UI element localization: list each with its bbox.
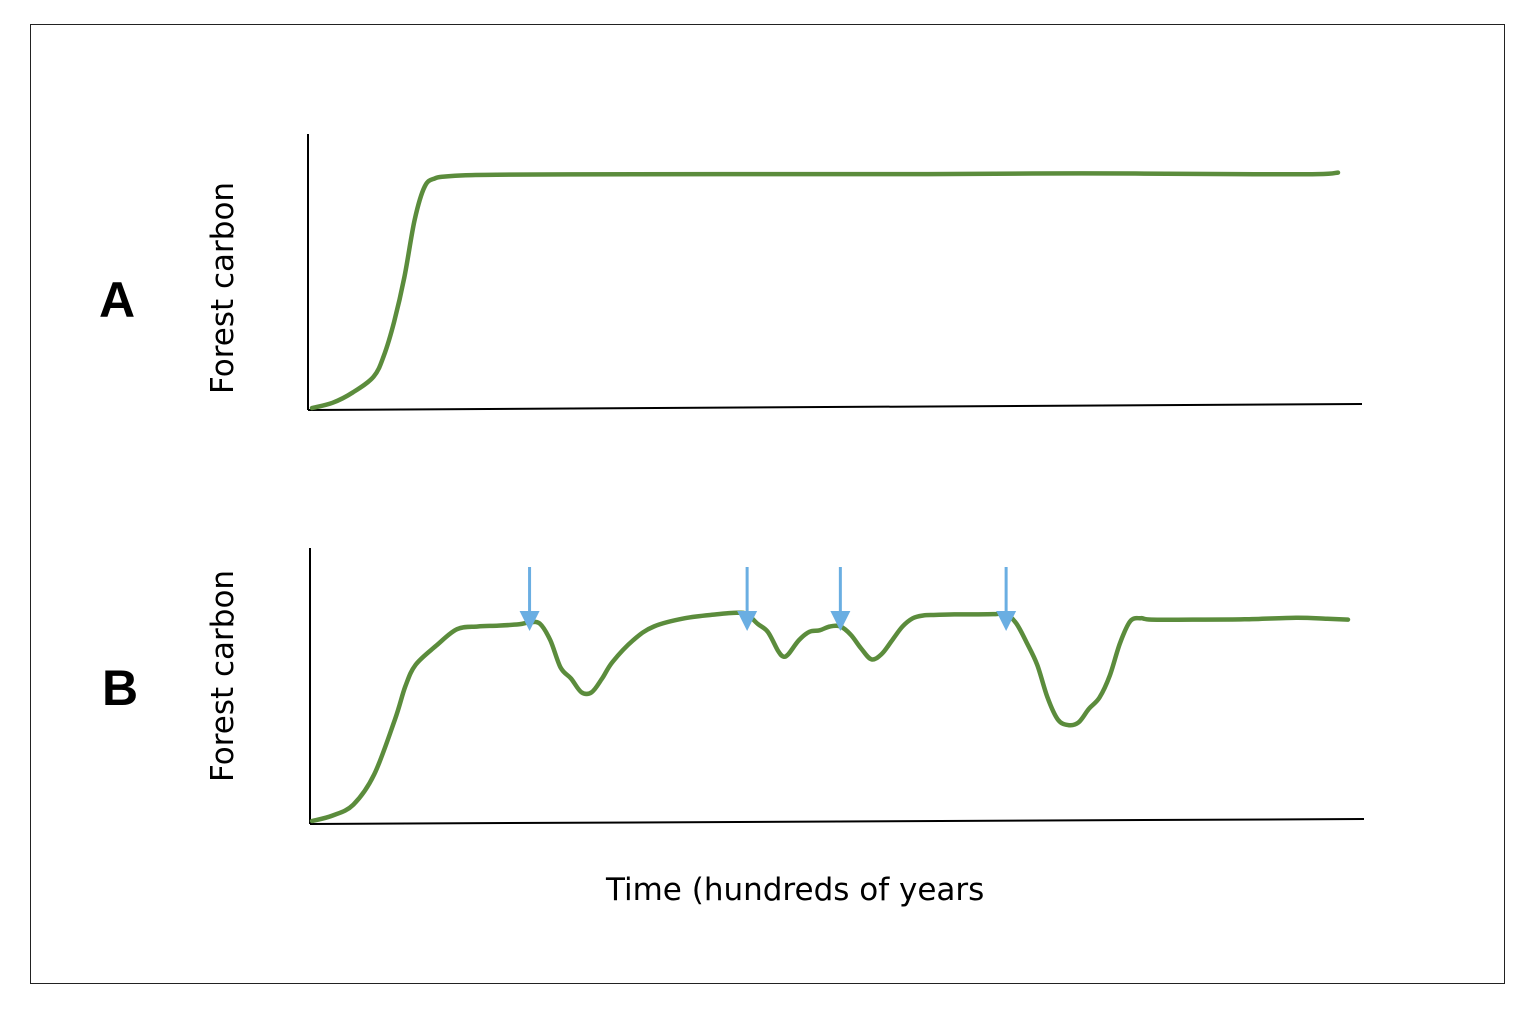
panel-a-series-line — [309, 170, 1341, 411]
disturbance-arrows — [519, 567, 1017, 631]
panel-a-y-axis-label: Forest carbon — [205, 181, 241, 394]
panel-b-x-axis — [309, 818, 1365, 825]
disturbance-arrow-head — [996, 611, 1017, 631]
panel-b-series-line — [309, 610, 1351, 824]
panel-a-letter: A — [99, 272, 136, 328]
panel-a-x-axis — [307, 403, 1363, 411]
disturbance-arrow-head — [830, 611, 851, 631]
panel-a-plot — [307, 134, 1363, 411]
disturbance-arrow-head — [519, 611, 540, 631]
panel-b-letter: B — [102, 660, 139, 716]
panel-b-plot — [309, 548, 1365, 825]
disturbance-arrow-head — [737, 611, 758, 631]
x-axis-label: Time (hundreds of years — [606, 872, 985, 908]
figure-frame — [30, 24, 1505, 984]
panel-b-y-axis-label: Forest carbon — [205, 569, 241, 782]
